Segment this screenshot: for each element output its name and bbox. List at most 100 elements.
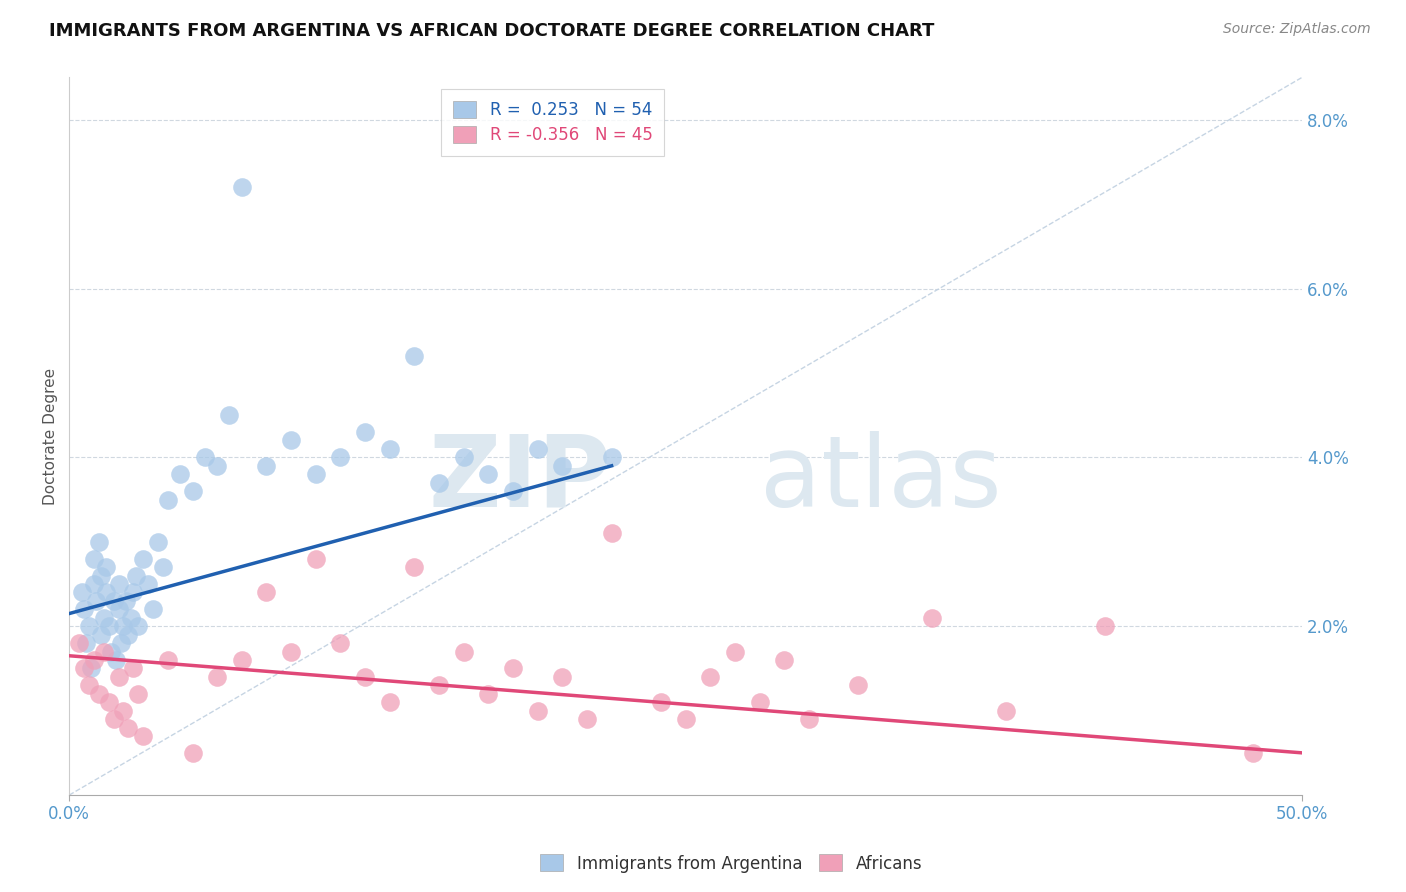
Point: [575, 712, 598, 726]
Point: [1241, 746, 1264, 760]
Point: [502, 484, 524, 499]
Point: [453, 450, 475, 465]
Point: [404, 560, 426, 574]
Point: [73, 661, 96, 675]
Point: [86, 594, 108, 608]
Point: [107, 602, 129, 616]
Legend: Immigrants from Argentina, Africans: Immigrants from Argentina, Africans: [533, 847, 929, 880]
Point: [231, 180, 253, 194]
Point: [773, 653, 796, 667]
Point: [83, 551, 105, 566]
Point: [477, 687, 499, 701]
Point: [132, 729, 155, 743]
Point: [995, 704, 1018, 718]
Point: [107, 577, 129, 591]
Point: [107, 670, 129, 684]
Point: [600, 450, 623, 465]
Point: [354, 670, 377, 684]
Point: [305, 467, 328, 482]
Point: [67, 636, 90, 650]
Point: [146, 534, 169, 549]
Point: [329, 450, 352, 465]
Point: [231, 653, 253, 667]
Point: [97, 619, 120, 633]
Point: [427, 475, 450, 490]
Text: Source: ZipAtlas.com: Source: ZipAtlas.com: [1223, 22, 1371, 37]
Point: [181, 746, 204, 760]
Point: [125, 568, 148, 582]
Point: [280, 644, 302, 658]
Point: [205, 458, 228, 473]
Point: [120, 611, 142, 625]
Point: [93, 644, 115, 658]
Point: [650, 695, 672, 709]
Text: IMMIGRANTS FROM ARGENTINA VS AFRICAN DOCTORATE DEGREE CORRELATION CHART: IMMIGRANTS FROM ARGENTINA VS AFRICAN DOC…: [49, 22, 935, 40]
Point: [256, 458, 278, 473]
Point: [73, 602, 96, 616]
Legend: R =  0.253   N = 54, R = -0.356   N = 45: R = 0.253 N = 54, R = -0.356 N = 45: [441, 89, 664, 156]
Point: [103, 594, 125, 608]
Point: [846, 678, 869, 692]
Point: [90, 568, 112, 582]
Point: [526, 442, 548, 456]
Point: [110, 636, 132, 650]
Point: [80, 661, 103, 675]
Point: [117, 721, 139, 735]
Point: [675, 712, 697, 726]
Point: [127, 687, 149, 701]
Point: [600, 526, 623, 541]
Text: ZIP: ZIP: [429, 431, 612, 528]
Point: [699, 670, 721, 684]
Text: atlas: atlas: [759, 431, 1001, 528]
Point: [87, 687, 110, 701]
Point: [378, 442, 401, 456]
Point: [453, 644, 475, 658]
Point: [112, 619, 135, 633]
Point: [70, 585, 93, 599]
Point: [103, 712, 125, 726]
Point: [152, 560, 174, 574]
Point: [117, 627, 139, 641]
Point: [427, 678, 450, 692]
Point: [97, 695, 120, 709]
Point: [354, 425, 377, 439]
Point: [83, 577, 105, 591]
Point: [748, 695, 770, 709]
Point: [404, 349, 426, 363]
Point: [156, 653, 179, 667]
Y-axis label: Doctorate Degree: Doctorate Degree: [44, 368, 58, 505]
Point: [77, 619, 100, 633]
Point: [115, 594, 138, 608]
Point: [142, 602, 165, 616]
Point: [96, 585, 118, 599]
Point: [921, 611, 943, 625]
Point: [205, 670, 228, 684]
Point: [526, 704, 548, 718]
Point: [122, 585, 145, 599]
Point: [218, 408, 240, 422]
Point: [1094, 619, 1116, 633]
Point: [551, 670, 574, 684]
Point: [156, 492, 179, 507]
Point: [329, 636, 352, 650]
Point: [93, 611, 115, 625]
Point: [797, 712, 820, 726]
Point: [136, 577, 159, 591]
Point: [305, 551, 328, 566]
Point: [551, 458, 574, 473]
Point: [378, 695, 401, 709]
Point: [77, 678, 100, 692]
Point: [122, 661, 145, 675]
Point: [87, 534, 110, 549]
Point: [132, 551, 155, 566]
Point: [83, 653, 105, 667]
Point: [169, 467, 191, 482]
Point: [100, 644, 122, 658]
Point: [256, 585, 278, 599]
Point: [724, 644, 747, 658]
Point: [127, 619, 149, 633]
Point: [90, 627, 112, 641]
Point: [477, 467, 499, 482]
Point: [105, 653, 128, 667]
Point: [112, 704, 135, 718]
